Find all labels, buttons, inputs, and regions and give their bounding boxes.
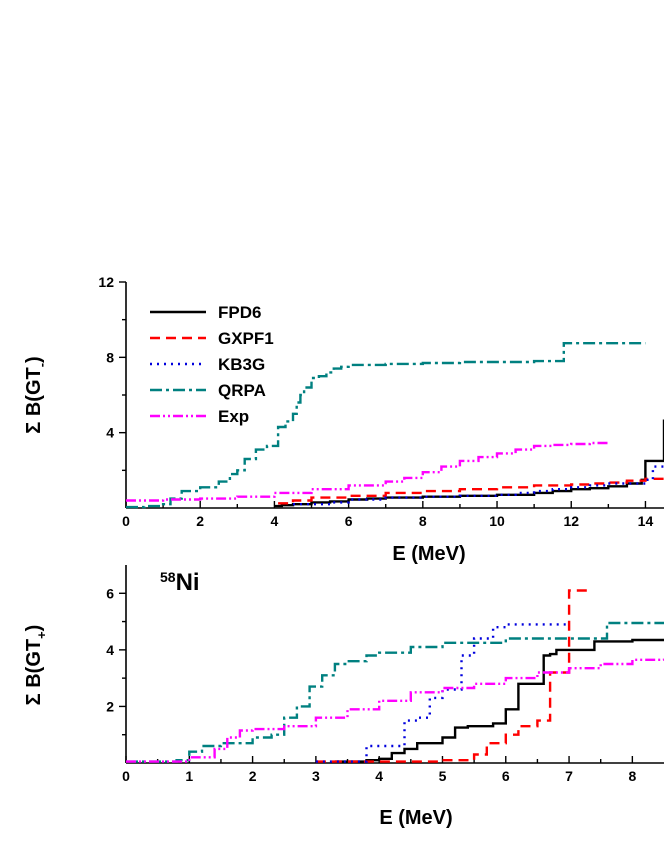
bottom-x-tick-label: 7 (565, 768, 573, 784)
nucleus-symbol: Ni (176, 569, 200, 596)
top-x-tick-label: 10 (489, 513, 505, 529)
bottom-x-tick-label: 8 (628, 768, 636, 784)
legend-label-exp: Exp (218, 407, 249, 426)
bottom-y-tick-label: 4 (106, 642, 114, 658)
top-x-tick-label: 0 (122, 513, 130, 529)
nucleus-annotation: 58Ni (160, 569, 200, 596)
top-x-tick-label: 14 (638, 513, 654, 529)
bottom-x-tick-label: 5 (439, 768, 447, 784)
top-x-tick-label: 8 (419, 513, 427, 529)
bottom-x-tick-label: 3 (312, 768, 320, 784)
panel-bottom: Σ B(GT+) 0 1 2 3 4 5 6 7 8 2 4 6 E (MeV) 58Ni (23, 565, 664, 829)
top-series-qrpa (126, 342, 646, 509)
bottom-x-tick-label: 1 (185, 768, 193, 784)
bottom-ylabel: Σ B(GT+) (23, 625, 49, 706)
top-series-gxpf1 (278, 476, 664, 505)
top-y-tick-label: 12 (98, 274, 114, 290)
top-xlabel: E (MeV) (392, 543, 465, 565)
top-legend: FPD6 GXPF1 KB3G QRPA Exp (150, 303, 274, 426)
bottom-series-exp (126, 658, 664, 763)
bottom-x-tick-label: 6 (502, 768, 510, 784)
top-plot-area: 0 2 4 6 8 10 12 14 4 8 12 FPD6 GXPF1 KB3G QRPA Exp (98, 274, 664, 529)
top-series-kb3g (293, 465, 664, 506)
bottom-x-tick-label: 0 (122, 768, 130, 784)
bottom-series-fpd6 (334, 638, 664, 763)
panel-top: Σ B(GT-) 0 2 4 6 8 10 12 14 4 8 12 FPD6 GXPF1 KB3G QRP… (23, 274, 664, 565)
legend-label-gxpf1: GXPF1 (218, 329, 274, 348)
legend-label-fpd6: FPD6 (218, 303, 261, 322)
bottom-y-tick-label: 6 (106, 585, 114, 601)
top-x-tick-label: 6 (345, 513, 353, 529)
bottom-series-kb3g (315, 623, 570, 763)
top-ylabel: Σ B(GT-) (23, 356, 49, 433)
bottom-plot-area: 0 1 2 3 4 5 6 7 8 2 4 6 (106, 565, 664, 784)
legend-label-qrpa: QRPA (218, 381, 266, 400)
bottom-y-tick-label: 2 (106, 698, 114, 714)
bottom-ylabel-sub: + (34, 631, 49, 639)
top-x-tick-label: 2 (196, 513, 204, 529)
top-y-tick-label: 4 (106, 425, 114, 441)
bottom-series-gxpf1 (315, 589, 588, 763)
bottom-xlabel: E (MeV) (379, 807, 452, 829)
bottom-x-tick-label: 2 (249, 768, 257, 784)
nucleus-mass-number: 58 (160, 569, 176, 585)
legend-label-kb3g: KB3G (218, 355, 265, 374)
top-x-tick-label: 12 (563, 513, 579, 529)
top-series-fpd6 (274, 419, 664, 508)
top-y-tick-label: 8 (106, 349, 114, 365)
top-series-exp (126, 441, 609, 502)
top-ylabel-sub: - (34, 363, 49, 367)
top-x-tick-label: 4 (271, 513, 279, 529)
bottom-x-tick-label: 4 (375, 768, 383, 784)
bottom-series-qrpa (126, 621, 664, 763)
